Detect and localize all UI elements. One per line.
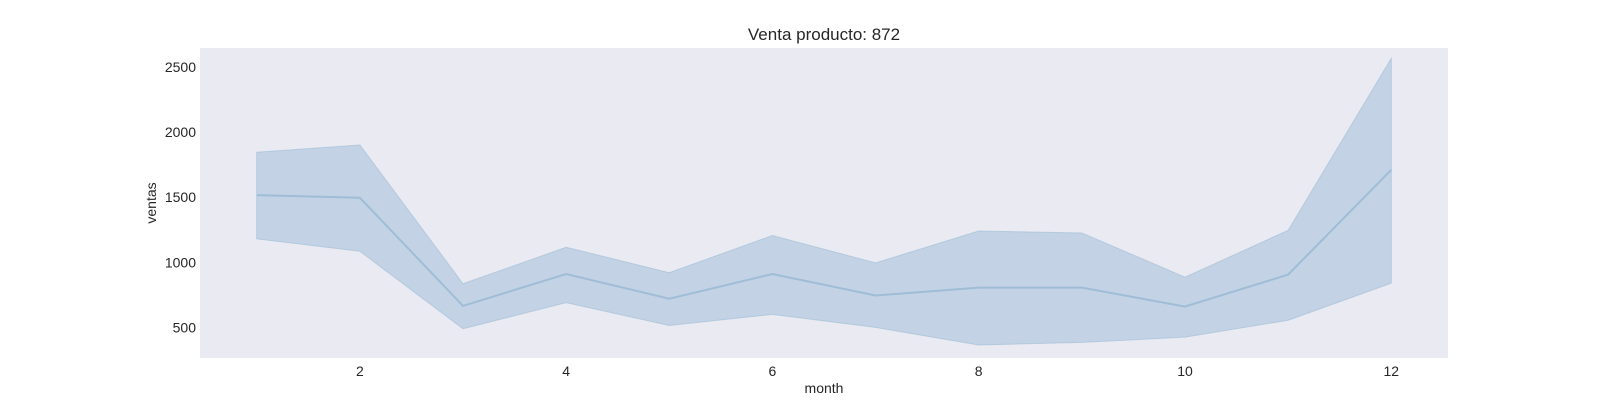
- confidence-band: [256, 56, 1392, 346]
- x-tick-label: 12: [1383, 363, 1399, 379]
- x-tick-label: 10: [1177, 363, 1193, 379]
- y-tick-label: 2000: [165, 124, 196, 140]
- y-tick-label: 500: [173, 319, 197, 335]
- x-tick-label: 8: [975, 363, 983, 379]
- data-point: [666, 296, 672, 302]
- data-point: [254, 192, 260, 198]
- data-point: [976, 285, 982, 291]
- data-point: [1182, 304, 1188, 310]
- x-axis-label: month: [805, 380, 844, 396]
- series-line: [256, 169, 1392, 308]
- data-point: [873, 292, 879, 298]
- x-tick-label: 4: [562, 363, 570, 379]
- data-point: [357, 195, 363, 201]
- data-point: [769, 271, 775, 277]
- confidence-band-layer: [256, 56, 1392, 346]
- x-tick-label: 2: [356, 363, 364, 379]
- y-tick-labels: 500 1000 1500 2000 2500: [165, 59, 196, 336]
- y-tick-label: 1000: [165, 254, 196, 270]
- series-line-layer: [254, 167, 1394, 310]
- data-point: [1285, 272, 1291, 278]
- data-point: [1388, 167, 1394, 173]
- y-axis-label: ventas: [143, 182, 159, 223]
- chart-title: Venta producto: 872: [748, 25, 900, 44]
- x-tick-label: 6: [769, 363, 777, 379]
- data-point: [1079, 285, 1085, 291]
- data-point: [460, 303, 466, 309]
- x-tick-labels: 2 4 6 8 10 12: [356, 363, 1399, 379]
- y-tick-label: 2500: [165, 59, 196, 75]
- data-point: [563, 271, 569, 277]
- y-tick-label: 1500: [165, 189, 196, 205]
